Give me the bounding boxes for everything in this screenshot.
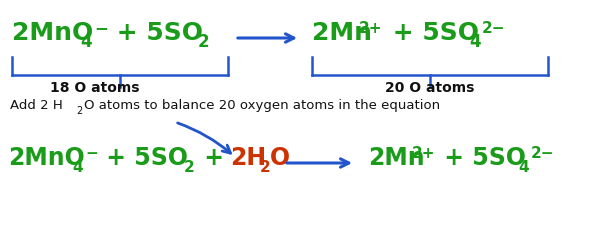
Text: +: + bbox=[196, 146, 232, 170]
Text: −: − bbox=[94, 19, 108, 37]
Text: 4: 4 bbox=[72, 160, 83, 175]
Text: 2Mn: 2Mn bbox=[312, 21, 372, 45]
Text: + 5SO: + 5SO bbox=[384, 21, 479, 45]
Text: 2MnO: 2MnO bbox=[8, 146, 85, 170]
Text: O: O bbox=[270, 146, 290, 170]
Text: Add 2 H: Add 2 H bbox=[10, 99, 63, 112]
Text: 2: 2 bbox=[198, 33, 209, 51]
Text: 2−: 2− bbox=[531, 146, 554, 161]
Text: + 5SO: + 5SO bbox=[436, 146, 526, 170]
Text: 4: 4 bbox=[518, 160, 529, 175]
Text: 2+: 2+ bbox=[412, 146, 436, 161]
Text: O atoms to balance 20 oxygen atoms in the equation: O atoms to balance 20 oxygen atoms in th… bbox=[84, 99, 440, 112]
Text: + 5SO: + 5SO bbox=[108, 21, 203, 45]
Text: −: − bbox=[85, 146, 98, 161]
Text: 20 O atoms: 20 O atoms bbox=[385, 81, 475, 95]
Text: 2+: 2+ bbox=[359, 21, 383, 36]
Text: 2H: 2H bbox=[230, 146, 266, 170]
Text: 2: 2 bbox=[184, 160, 195, 175]
Text: 4: 4 bbox=[80, 33, 92, 51]
Text: 18 O atoms: 18 O atoms bbox=[50, 81, 140, 95]
Text: 2: 2 bbox=[76, 106, 82, 116]
Text: + 5SO: + 5SO bbox=[98, 146, 188, 170]
Text: 2: 2 bbox=[260, 160, 271, 175]
Text: 2MnO: 2MnO bbox=[12, 21, 93, 45]
Text: 4: 4 bbox=[469, 33, 481, 51]
Text: 2−: 2− bbox=[482, 21, 505, 36]
Text: 2Mn: 2Mn bbox=[368, 146, 425, 170]
